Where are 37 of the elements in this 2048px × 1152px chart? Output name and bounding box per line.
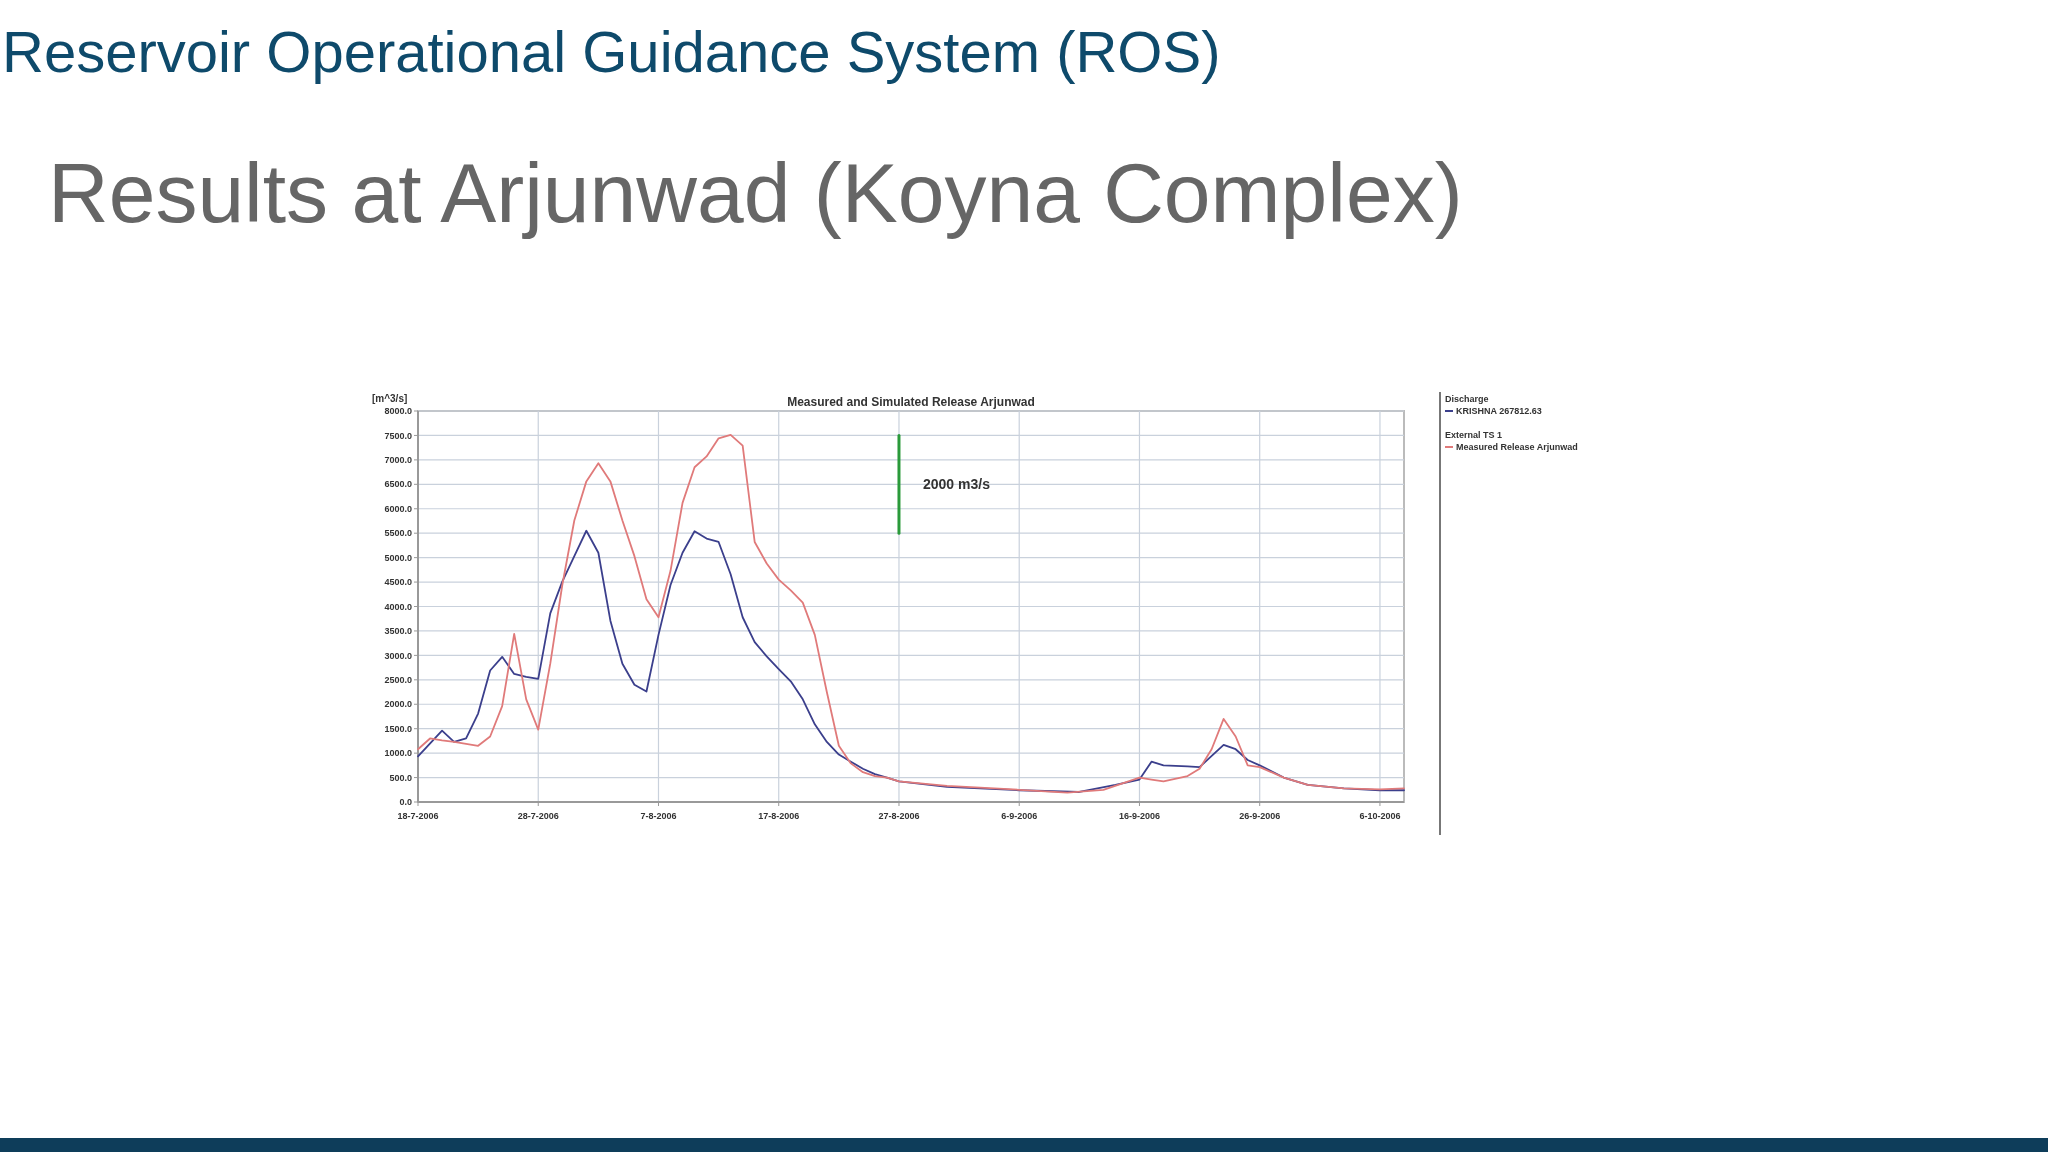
- x-tick-label: 6-10-2006: [1359, 811, 1401, 821]
- text: External TS 1: [1445, 430, 1503, 440]
- x-tick-label: 18-7-2006: [397, 811, 439, 821]
- y-tick-label: 6500.0: [384, 479, 412, 490]
- y-tick-label: 4000.0: [384, 601, 412, 612]
- chart-subtitle: Results at Arjunwad (Koyna Complex): [48, 146, 1463, 240]
- y-axis-title: [m^3/s]: [372, 393, 408, 404]
- y-tick-label: 8000.0: [384, 406, 412, 417]
- x-tick-label: 17-8-2006: [758, 811, 800, 821]
- chart-title: Reservoir Operational Guidance System (ROS): [2, 19, 1221, 84]
- y-tick-label: 5500.0: [384, 528, 412, 539]
- annotation: 2000 m3/s: [922, 476, 991, 493]
- x-tick-label: 7-8-2006: [640, 811, 677, 821]
- legend-title: Discharge: [1445, 394, 1489, 404]
- x-tick-label: 16-9-2006: [1118, 811, 1160, 821]
- x-tick-label: 28-7-2006: [517, 811, 559, 821]
- y-tick-label: 500.0: [389, 772, 412, 783]
- y-tick-label: 7000.0: [384, 455, 412, 466]
- x-tick-label: 26-9-2006: [1239, 811, 1281, 821]
- y-tick-label: 3000.0: [384, 650, 412, 661]
- y-tick-label: 2000.0: [384, 699, 412, 710]
- x-tick-label: 6-9-2006: [1001, 811, 1038, 821]
- line-series: [417, 434, 1405, 794]
- line-series: [417, 529, 1405, 793]
- legend-label: KRISHNA 267812.63: [1456, 406, 1542, 416]
- y-tick-label: 6000.0: [384, 503, 412, 514]
- y-tick-label: 4500.0: [384, 577, 412, 588]
- y-tick-label: 2500.0: [384, 674, 412, 685]
- text: Measured and Simulated Release Arjunwad: [787, 395, 1035, 409]
- x-tick-label: 27-8-2006: [878, 811, 920, 821]
- y-tick-label: 1500.0: [384, 723, 412, 734]
- y-tick-label: 1000.0: [384, 748, 412, 759]
- y-tick-label: 0.0: [399, 797, 412, 808]
- y-tick-label: 5000.0: [384, 552, 412, 563]
- y-tick-label: 3500.0: [384, 626, 412, 637]
- legend-label: Measured Release Arjunwad: [1456, 442, 1578, 452]
- y-tick-label: 7500.0: [384, 430, 412, 441]
